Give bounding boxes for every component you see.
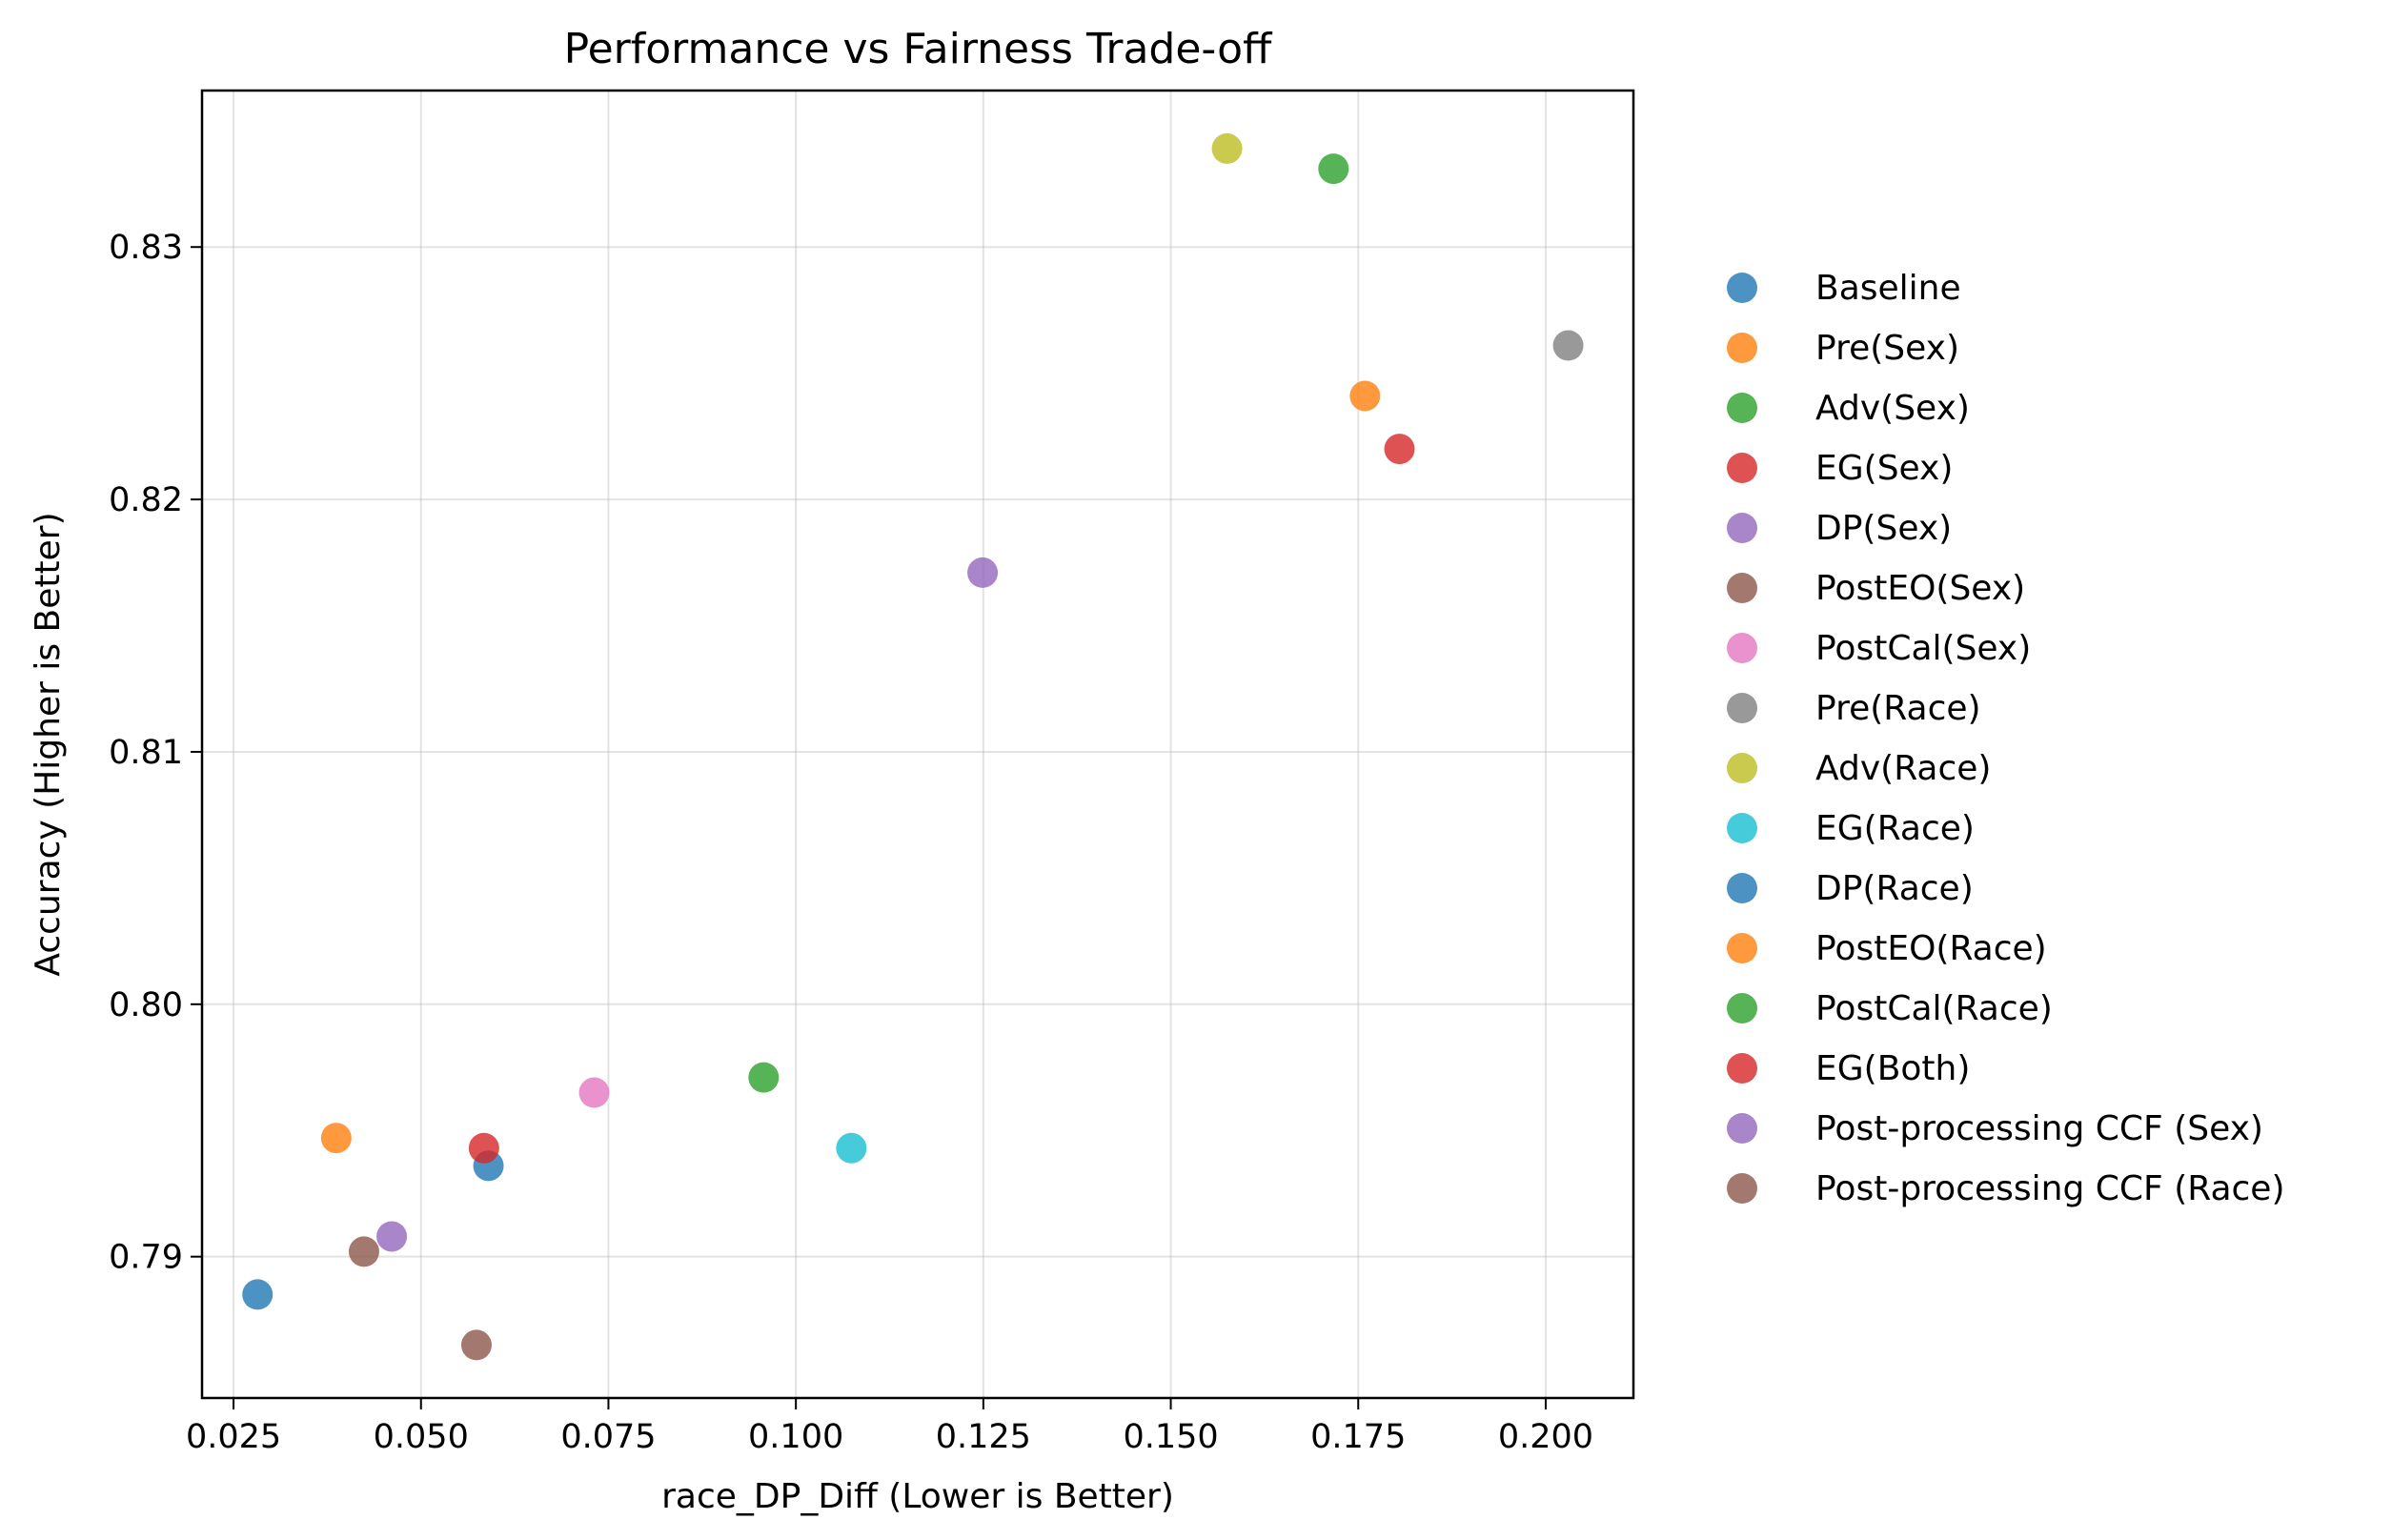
data-point bbox=[1384, 434, 1415, 465]
legend-label: Pre(Sex) bbox=[1815, 329, 1959, 368]
legend-label: Adv(Race) bbox=[1815, 749, 1991, 788]
data-points bbox=[242, 132, 1584, 1361]
legend-label: PostEO(Sex) bbox=[1815, 569, 2025, 608]
legend-label: Pre(Race) bbox=[1815, 689, 1981, 728]
axis-ticks: 0.025 0.050 0.075 0.100 0.125 0.150 0.175 0.200… bbox=[109, 229, 1593, 1456]
data-point bbox=[460, 1329, 492, 1361]
legend-label: EG(Sex) bbox=[1815, 449, 1953, 488]
data-point bbox=[578, 1077, 610, 1108]
x-tick-label: 0.125 bbox=[936, 1418, 1031, 1456]
data-point bbox=[320, 1123, 352, 1154]
legend-label: DP(Race) bbox=[1815, 869, 1974, 908]
legend-label: PostEO(Race) bbox=[1815, 929, 2047, 968]
grid bbox=[202, 91, 1633, 1398]
legend-marker bbox=[1727, 933, 1757, 963]
data-point bbox=[1211, 132, 1243, 164]
legend-marker bbox=[1727, 633, 1757, 663]
data-point bbox=[376, 1221, 408, 1252]
x-tick-label: 0.050 bbox=[374, 1418, 469, 1456]
legend-marker bbox=[1727, 993, 1757, 1023]
x-tick-label: 0.200 bbox=[1498, 1418, 1593, 1456]
data-point bbox=[468, 1132, 499, 1164]
legend-marker bbox=[1727, 1053, 1757, 1084]
x-axis-title: race_DP_Diff (Lower is Better) bbox=[661, 1477, 1174, 1516]
x-tick-label: 0.150 bbox=[1123, 1418, 1218, 1456]
legend-marker bbox=[1727, 753, 1757, 783]
legend-label: DP(Sex) bbox=[1815, 509, 1952, 548]
y-tick-label: 0.81 bbox=[109, 734, 183, 772]
y-tick-label: 0.82 bbox=[109, 481, 183, 519]
legend-marker bbox=[1727, 1113, 1757, 1144]
legend-label: Post-processing CCF (Sex) bbox=[1815, 1109, 2263, 1148]
data-point bbox=[1552, 330, 1584, 361]
data-point bbox=[1318, 153, 1349, 185]
y-tick-label: 0.80 bbox=[109, 986, 183, 1024]
legend-marker bbox=[1727, 813, 1757, 843]
legend-label: Adv(Sex) bbox=[1815, 389, 1970, 428]
plot-area-frame bbox=[200, 89, 1635, 1400]
legend-marker bbox=[1727, 1173, 1757, 1204]
data-point bbox=[748, 1062, 780, 1093]
chart-title: Performance vs Fairness Trade-off bbox=[564, 25, 1273, 73]
legend-marker bbox=[1727, 573, 1757, 603]
legend-marker bbox=[1727, 333, 1757, 363]
data-point bbox=[348, 1236, 379, 1267]
legend: Baseline Pre(Sex) Adv(Sex) EG(Sex) DP(Sex) Po… bbox=[1727, 269, 2285, 1208]
y-tick-label: 0.83 bbox=[109, 229, 183, 267]
y-tick-label: 0.79 bbox=[109, 1239, 183, 1277]
legend-label: PostCal(Sex) bbox=[1815, 629, 2031, 668]
x-tick-label: 0.100 bbox=[748, 1418, 843, 1456]
legend-label: Baseline bbox=[1815, 269, 1961, 308]
x-tick-label: 0.175 bbox=[1310, 1418, 1406, 1456]
legend-marker bbox=[1727, 393, 1757, 423]
legend-marker bbox=[1727, 693, 1757, 723]
data-point bbox=[242, 1279, 274, 1310]
x-tick-label: 0.025 bbox=[186, 1418, 281, 1456]
legend-marker bbox=[1727, 873, 1757, 903]
legend-label: PostCal(Race) bbox=[1815, 989, 2053, 1028]
legend-label: EG(Both) bbox=[1815, 1049, 1970, 1088]
data-point bbox=[1349, 380, 1381, 412]
legend-marker bbox=[1727, 453, 1757, 483]
y-axis-title: Accuracy (Higher is Better) bbox=[29, 512, 68, 976]
legend-label: EG(Race) bbox=[1815, 809, 1975, 848]
data-point bbox=[836, 1132, 867, 1164]
legend-marker bbox=[1727, 513, 1757, 543]
legend-label: Post-processing CCF (Race) bbox=[1815, 1169, 2285, 1208]
data-point bbox=[967, 557, 999, 588]
x-tick-label: 0.075 bbox=[560, 1418, 656, 1456]
legend-marker bbox=[1727, 273, 1757, 303]
